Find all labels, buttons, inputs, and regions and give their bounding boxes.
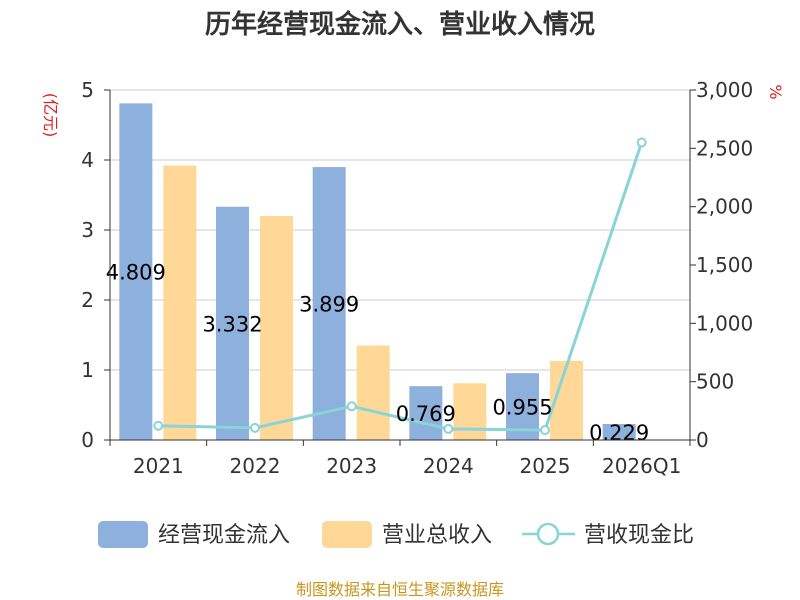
ratio-point — [540, 425, 550, 436]
bar — [453, 383, 487, 440]
bar — [119, 103, 153, 441]
bars — [119, 103, 636, 441]
x-tick-label: 2024 — [423, 454, 474, 478]
right-tick-label: 1,500 — [696, 253, 753, 277]
right-tick-label: 0 — [696, 428, 709, 452]
bar — [602, 423, 636, 440]
left-tick-label: 5 — [81, 78, 94, 102]
ratio-line-path — [158, 142, 644, 432]
x-tick-label: 2025 — [520, 454, 571, 478]
data-source: 制图数据来自恒生聚源数据库 — [296, 580, 504, 599]
grid-lines — [110, 89, 690, 371]
ratio-point — [250, 422, 260, 433]
left-tick-label: 4 — [81, 148, 94, 172]
right-axis-unit: % — [766, 84, 785, 99]
bar-value-label: 0.229 — [589, 421, 649, 445]
left-tick-label: 0 — [81, 428, 94, 452]
x-tick-label: 2022 — [230, 454, 281, 478]
legend-label-cash-inflow: 经营现金流入 — [158, 523, 290, 548]
ratio-point — [443, 423, 454, 434]
left-tick-label: 3 — [81, 218, 94, 242]
axes: 0 1 2 3 4 5 0 500 1,000 1,500 2,000 2,500 3,000 2021 2… — [81, 78, 753, 478]
bar-value-label: 3.332 — [202, 312, 262, 336]
bar — [163, 165, 197, 440]
legend-swatch-revenue — [322, 521, 372, 548]
left-axis-unit: (亿元) — [41, 93, 60, 138]
right-tick-label: 2,500 — [696, 136, 753, 160]
legend[interactable]: 经营现金流入 营业总收入 营收现金比 — [98, 521, 694, 548]
bar — [260, 216, 293, 440]
bar — [216, 206, 249, 440]
legend-marker-ratio — [536, 522, 560, 546]
bar — [409, 386, 443, 440]
x-tick-label: 2021 — [133, 454, 184, 478]
bar-value-label: 4.809 — [106, 261, 166, 285]
ratio-point — [346, 401, 357, 412]
left-tick-label: 1 — [81, 358, 94, 382]
x-tick-label: 2023 — [326, 454, 377, 478]
ratio-point — [636, 137, 647, 148]
legend-label-revenue: 营业总收入 — [382, 523, 492, 548]
ratio-point — [153, 420, 164, 431]
right-tick-label: 500 — [696, 370, 734, 394]
bar-value-label: 3.899 — [299, 293, 359, 317]
x-tick-label: 2026Q1 — [602, 454, 681, 478]
left-tick-label: 2 — [81, 288, 94, 312]
ratio-line — [153, 137, 647, 436]
bar — [356, 345, 390, 440]
legend-label-ratio: 营收现金比 — [584, 523, 694, 548]
bar — [312, 167, 346, 440]
right-tick-label: 3,000 — [696, 78, 753, 102]
bar-value-label: 0.769 — [396, 402, 456, 426]
right-tick-label: 2,000 — [696, 195, 753, 219]
bar-value-label: 0.955 — [492, 396, 552, 420]
chart-title: 历年经营现金流入、营业收入情况 — [205, 9, 595, 40]
bar-labels: 4.809 3.332 3.899 0.769 0.955 0.229 — [106, 261, 649, 445]
legend-swatch-cash-inflow — [98, 521, 148, 548]
right-tick-label: 1,000 — [696, 311, 753, 335]
